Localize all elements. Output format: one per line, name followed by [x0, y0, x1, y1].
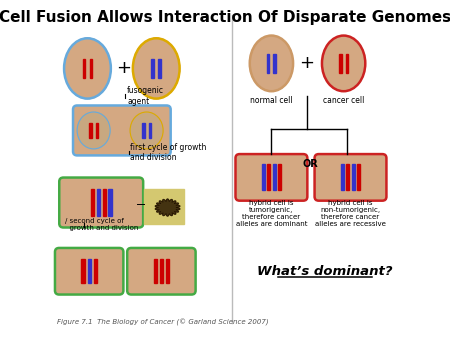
Bar [97, 189, 100, 216]
Bar [166, 259, 169, 283]
Bar [158, 59, 161, 78]
Bar [339, 54, 342, 73]
FancyBboxPatch shape [59, 177, 143, 227]
Bar [278, 164, 281, 190]
Polygon shape [155, 199, 180, 216]
Ellipse shape [133, 38, 180, 99]
Bar [90, 59, 92, 78]
FancyBboxPatch shape [127, 248, 196, 294]
Ellipse shape [77, 112, 110, 149]
Text: normal cell: normal cell [250, 96, 293, 105]
Text: OR: OR [302, 159, 318, 169]
Bar [346, 164, 349, 190]
Bar [151, 59, 154, 78]
Text: fusogenic
agent: fusogenic agent [127, 86, 164, 105]
FancyBboxPatch shape [73, 105, 171, 155]
Text: hybrid cell is
tumorigenic,
therefore cancer
alleles are dominant: hybrid cell is tumorigenic, therefore ca… [236, 200, 307, 227]
Ellipse shape [64, 38, 111, 99]
Bar [341, 164, 344, 190]
Bar [261, 164, 265, 190]
Ellipse shape [130, 112, 163, 149]
Bar [94, 259, 97, 283]
Bar [357, 164, 360, 190]
Bar [273, 164, 276, 190]
Bar [96, 123, 99, 138]
Bar [144, 189, 184, 224]
Bar [142, 123, 144, 138]
Bar [88, 259, 91, 283]
Bar [274, 54, 276, 73]
Bar [81, 259, 85, 283]
Text: first cycle of growth
and division: first cycle of growth and division [130, 143, 207, 162]
FancyBboxPatch shape [315, 154, 387, 201]
Text: Cell Fusion Allows Interaction Of Disparate Genomes: Cell Fusion Allows Interaction Of Dispar… [0, 10, 450, 25]
Bar [153, 259, 157, 283]
FancyBboxPatch shape [235, 154, 307, 201]
Text: +: + [299, 54, 315, 72]
Bar [89, 123, 92, 138]
Bar [346, 54, 348, 73]
Bar [91, 189, 94, 216]
Bar [266, 54, 270, 73]
Text: What’s dominant?: What’s dominant? [257, 265, 392, 278]
Text: +: + [116, 59, 131, 77]
Bar [108, 189, 112, 216]
Bar [148, 123, 151, 138]
Text: cancer cell: cancer cell [323, 96, 364, 105]
Text: / second cycle of
  growth and division: / second cycle of growth and division [65, 218, 139, 232]
Bar [83, 59, 86, 78]
Text: Figure 7.1  The Biology of Cancer (© Garland Science 2007): Figure 7.1 The Biology of Cancer (© Garl… [57, 319, 268, 326]
Text: hybrid cell is
non-tumorigenic,
therefore cancer
alleles are recessive: hybrid cell is non-tumorigenic, therefor… [315, 200, 386, 227]
Bar [103, 189, 106, 216]
Bar [352, 164, 355, 190]
Bar [267, 164, 270, 190]
Ellipse shape [322, 35, 365, 91]
FancyBboxPatch shape [55, 248, 123, 294]
Bar [160, 259, 163, 283]
Ellipse shape [250, 35, 293, 91]
